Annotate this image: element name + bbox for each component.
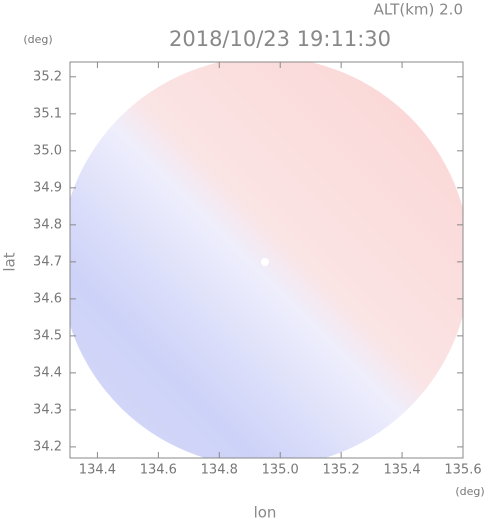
x-tick-label: 134.6	[140, 463, 177, 478]
plot-frame	[69, 61, 464, 459]
x-tick-label: 135.4	[383, 463, 420, 478]
chart-title: 2018/10/23 19:11:30	[169, 27, 391, 51]
y-tick-label: 34.5	[33, 328, 62, 343]
y-tick-label: 34.4	[33, 365, 62, 380]
y-tick-label: 35.2	[33, 69, 62, 84]
y-tick-label: 34.6	[33, 291, 62, 306]
x-tick-label: 135.2	[323, 463, 360, 478]
y-tick-label: 35.1	[33, 106, 62, 121]
y-tick-label: 34.8	[33, 217, 62, 232]
x-tick-label: 134.4	[79, 463, 116, 478]
y-tick-label: 34.9	[33, 180, 62, 195]
radar-site	[261, 258, 269, 266]
x-tick-label: 135.6	[444, 463, 481, 478]
y-tick-label: 34.3	[33, 402, 62, 417]
y-unit: (deg)	[23, 33, 52, 46]
x-tick-label: 134.8	[201, 463, 238, 478]
x-axis-label: lon	[254, 504, 277, 521]
radar-image	[70, 62, 463, 458]
y-tick-label: 34.7	[33, 254, 62, 269]
x-unit: (deg)	[455, 485, 484, 498]
y-axis-label: lat	[1, 252, 19, 271]
y-tick-label: 34.2	[33, 439, 62, 454]
x-tick-label: 135.0	[262, 463, 299, 478]
subtitle: ALT(km) 2.0	[374, 1, 463, 19]
y-tick-label: 35.0	[33, 143, 62, 158]
